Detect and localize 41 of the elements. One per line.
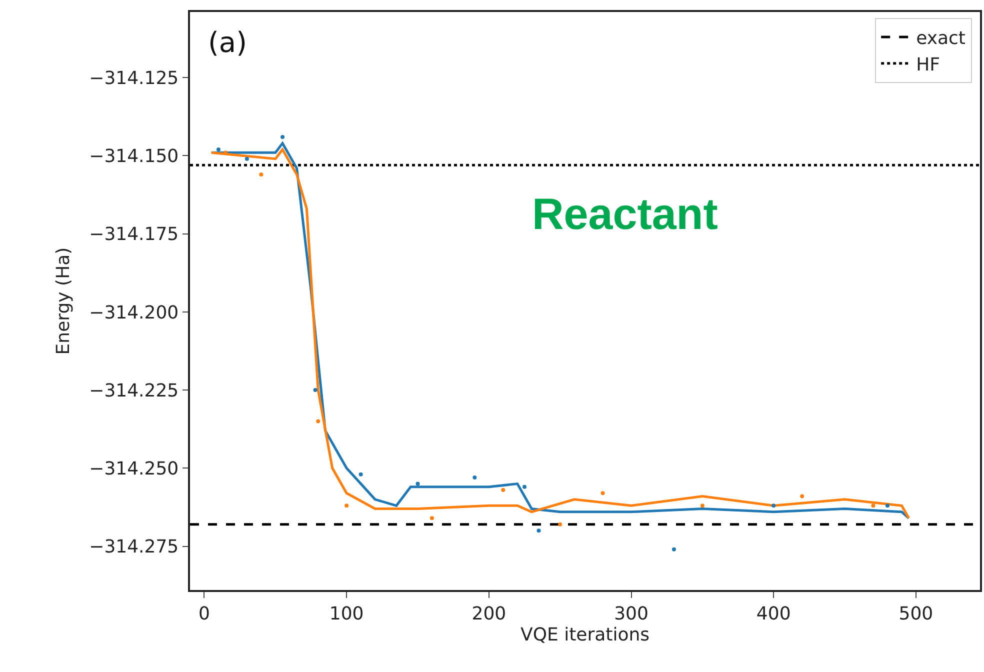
point — [700, 504, 704, 508]
y-tick-label: −314.275 — [89, 536, 179, 558]
point — [501, 488, 506, 492]
x-tick-label: 300 — [614, 603, 648, 624]
y-tick-label: −314.150 — [89, 146, 179, 168]
y-tick-label: −314.125 — [89, 68, 179, 89]
point — [244, 156, 249, 161]
point — [800, 494, 804, 498]
y-tick-label: −314.250 — [89, 458, 179, 480]
point — [672, 547, 676, 552]
y-tick-label: −314.200 — [89, 302, 179, 324]
point — [522, 484, 526, 489]
point — [772, 504, 776, 508]
point — [316, 419, 320, 424]
y-tick-label: −314.175 — [89, 224, 179, 246]
point — [416, 482, 420, 486]
point — [358, 472, 363, 476]
x-tick-label: 200 — [472, 603, 506, 624]
point — [259, 172, 264, 176]
point — [558, 522, 562, 526]
x-tick-label: 0 — [198, 603, 210, 624]
x-tick-label: 400 — [756, 603, 791, 624]
legend-label: HF — [916, 54, 940, 76]
x-tick-label: 500 — [898, 603, 934, 624]
point — [536, 528, 541, 533]
point — [871, 504, 876, 508]
y-axis-title: Energy (Ha) — [52, 247, 74, 355]
point — [430, 516, 434, 520]
point — [313, 388, 318, 392]
point — [280, 134, 285, 139]
y-tick-label: −314.225 — [89, 380, 179, 402]
x-tick-label: 100 — [329, 603, 364, 624]
x-axis-title: VQE iterations — [520, 624, 650, 646]
point — [216, 147, 220, 152]
legend-label: exact — [916, 28, 966, 49]
point — [600, 491, 605, 496]
annotation: (a) — [208, 26, 248, 59]
point — [344, 504, 349, 508]
annotation: Reactant — [532, 190, 718, 239]
point — [885, 504, 890, 508]
point — [472, 476, 477, 480]
